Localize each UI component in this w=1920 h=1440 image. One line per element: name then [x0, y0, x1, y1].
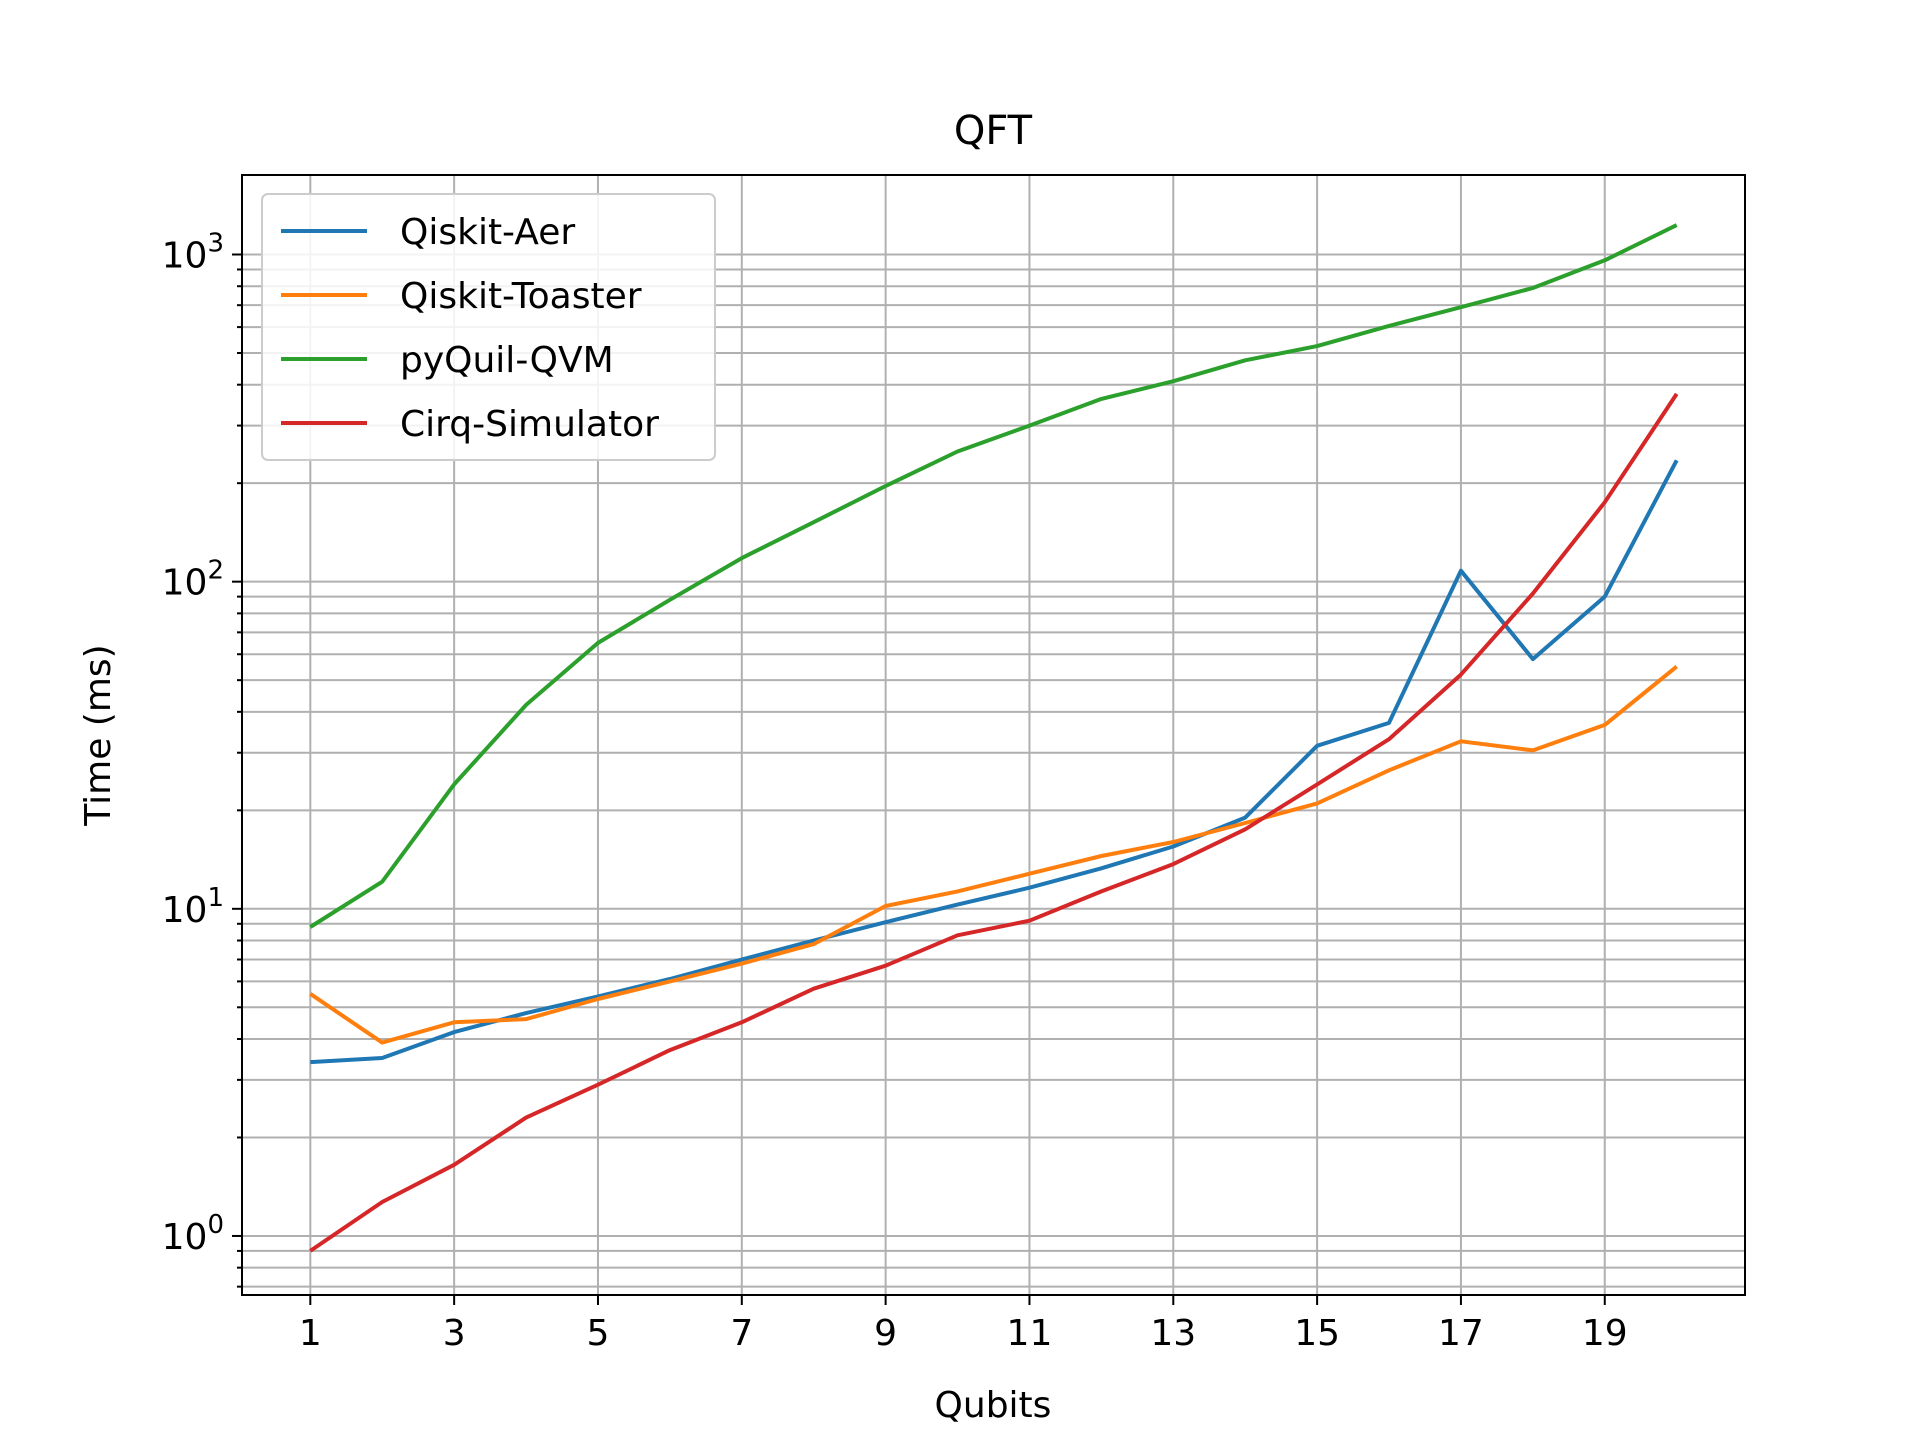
x-tick-label: 7	[730, 1313, 753, 1354]
legend: Qiskit-Aer Qiskit-Toaster pyQuil-QVM Cirq-S…	[261, 193, 716, 461]
plot-area-frame	[241, 174, 1746, 1296]
y-tick-label: 102	[162, 556, 224, 604]
x-tick-label: 11	[1007, 1313, 1053, 1354]
x-tick-label: 1	[299, 1313, 322, 1354]
series-lines	[309, 223, 1679, 1253]
legend-label: pyQuil-QVM	[400, 340, 614, 381]
y-axis-label: Time (ms)	[78, 644, 119, 826]
y-tick-label: 101	[162, 883, 224, 931]
chart-title: QFT	[954, 108, 1033, 154]
series-line-qiskit-toaster	[309, 665, 1678, 1045]
x-tick-label: 19	[1582, 1313, 1628, 1354]
y-tick-label: 100	[162, 1210, 224, 1258]
series-line-cirq-simulator	[309, 392, 1679, 1253]
legend-label: Cirq-Simulator	[400, 404, 659, 445]
series-line-qiskit-aer	[310, 459, 1679, 1065]
x-tick-label: 15	[1294, 1313, 1340, 1354]
x-tick-label: 3	[443, 1313, 466, 1354]
x-tick-label: 17	[1438, 1313, 1484, 1354]
x-tick-label: 5	[587, 1313, 610, 1354]
x-tick-label: 13	[1150, 1313, 1196, 1354]
x-tick-label: 9	[874, 1313, 897, 1354]
x-axis-label: Qubits	[935, 1385, 1052, 1426]
y-tick-label: 103	[162, 229, 224, 277]
legend-label: Qiskit-Aer	[400, 212, 575, 253]
legend-label: Qiskit-Toaster	[400, 276, 642, 317]
series-line-pyquil-qvm	[309, 223, 1678, 929]
legend-box	[261, 193, 716, 461]
